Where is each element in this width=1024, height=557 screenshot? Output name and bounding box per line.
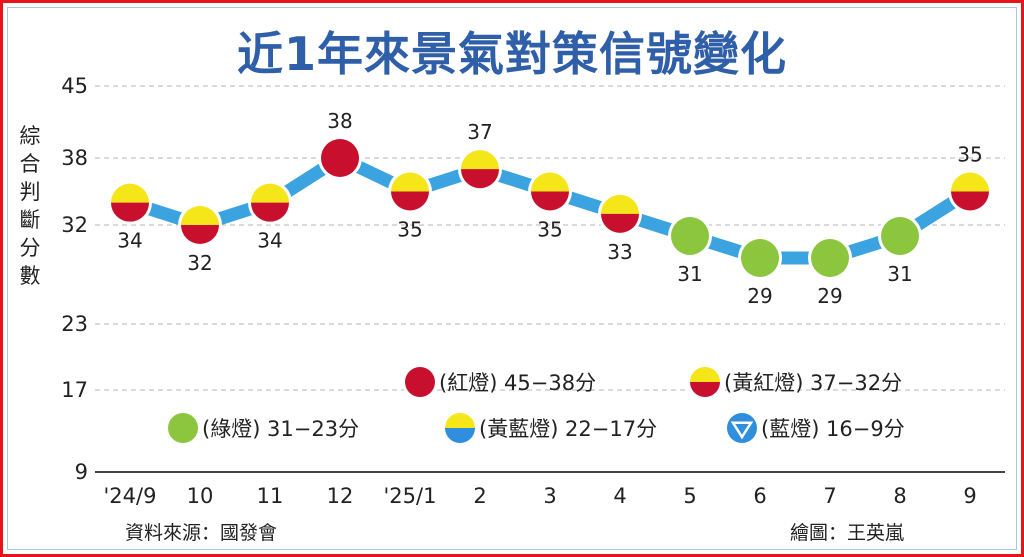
data-label: 29	[817, 284, 842, 308]
marker-top-half	[531, 172, 569, 192]
marker-bottom-half	[601, 213, 639, 233]
legend-label: (黃紅燈) 37−32分	[724, 371, 902, 395]
x-tick-label: 10	[187, 484, 214, 508]
marker-fill	[811, 239, 849, 277]
data-point	[248, 180, 292, 225]
data-point	[178, 203, 222, 247]
data-label: 35	[957, 143, 982, 167]
marker-top-half	[445, 413, 475, 428]
x-tick-label: '24/9	[104, 484, 157, 508]
marker-bottom-half	[531, 191, 569, 211]
data-point	[738, 236, 782, 280]
data-point	[878, 214, 922, 258]
x-tick-label: 11	[257, 484, 284, 508]
credit-note: 繪圖：王英嵐	[790, 522, 905, 544]
data-point	[808, 236, 852, 280]
legend-marker-blue	[727, 413, 757, 443]
legend-marker-red	[402, 364, 438, 400]
marker-fill	[321, 139, 359, 177]
marker-top-half	[111, 183, 149, 203]
x-tick-label: 7	[823, 484, 836, 508]
triangle-icon	[730, 421, 754, 440]
data-label: 32	[187, 251, 212, 275]
x-tick-label: 6	[753, 484, 766, 508]
data-point	[108, 180, 152, 225]
x-tick-label: 8	[893, 484, 906, 508]
marker-top-half	[690, 367, 720, 382]
data-point	[668, 214, 712, 258]
x-tick-label: 4	[613, 484, 626, 508]
marker-bottom-half	[951, 191, 989, 211]
y-tick-label: 32	[61, 213, 88, 237]
y-tick-label: 45	[61, 74, 88, 98]
marker-top-half	[951, 172, 989, 192]
y-axis-label: 綜合判斷分數	[19, 124, 41, 288]
data-label: 31	[677, 262, 702, 286]
data-label: 37	[467, 120, 492, 144]
inner-border	[7, 7, 1017, 550]
y-tick-label: 17	[61, 378, 88, 402]
marker-fill	[741, 239, 779, 277]
x-tick-label: 9	[963, 484, 976, 508]
marker-top-half	[181, 206, 219, 225]
data-point	[948, 169, 992, 214]
x-tick-label: 3	[543, 484, 556, 508]
x-tick-label: 2	[473, 484, 486, 508]
x-tick-label: 5	[683, 484, 696, 508]
data-point	[458, 147, 502, 192]
data-label: 35	[397, 218, 422, 242]
marker-bottom-half	[111, 202, 149, 222]
marker-fill	[168, 413, 198, 443]
data-point	[388, 169, 432, 214]
legend-label: (黃藍燈) 22−17分	[479, 417, 657, 441]
data-label: 29	[747, 284, 772, 308]
data-label: 38	[327, 109, 352, 133]
legend-marker-yellow-red	[687, 364, 723, 400]
marker-bottom-half	[181, 225, 219, 244]
legend-marker-green	[165, 410, 201, 446]
marker-top-half	[601, 194, 639, 214]
y-tick-label: 9	[75, 460, 88, 484]
data-point	[528, 169, 572, 214]
y-tick-label: 23	[61, 312, 88, 336]
marker-top-half	[251, 183, 289, 203]
y-tick-label: 38	[61, 146, 88, 170]
marker-top-half	[391, 172, 429, 192]
marker-bottom-half	[461, 169, 499, 189]
legend-label: (紅燈) 45−38分	[439, 371, 596, 395]
marker-bottom-half	[690, 382, 720, 397]
data-point	[598, 191, 642, 236]
marker-bottom-half	[251, 202, 289, 222]
data-label: 34	[117, 229, 142, 253]
marker-fill	[727, 413, 757, 443]
marker-top-half	[461, 150, 499, 170]
data-label: 34	[257, 229, 282, 253]
marker-fill	[671, 217, 709, 255]
data-label: 35	[537, 218, 562, 242]
marker-bottom-half	[445, 428, 475, 443]
data-label: 31	[887, 262, 912, 286]
x-tick-label: '25/1	[384, 484, 437, 508]
legend-label: (綠燈) 31−23分	[202, 417, 359, 441]
source-note: 資料來源：國發會	[125, 522, 278, 544]
data-label: 33	[607, 240, 632, 264]
legend-marker-yellow-blue	[442, 410, 478, 446]
legend-label: (藍燈) 16−9分	[761, 417, 905, 441]
marker-fill	[405, 367, 435, 397]
chart-title: 近1年來景氣對策信號變化	[236, 27, 787, 81]
marker-bottom-half	[391, 191, 429, 211]
marker-fill	[881, 217, 919, 255]
data-point	[318, 136, 362, 180]
x-tick-label: 12	[327, 484, 354, 508]
